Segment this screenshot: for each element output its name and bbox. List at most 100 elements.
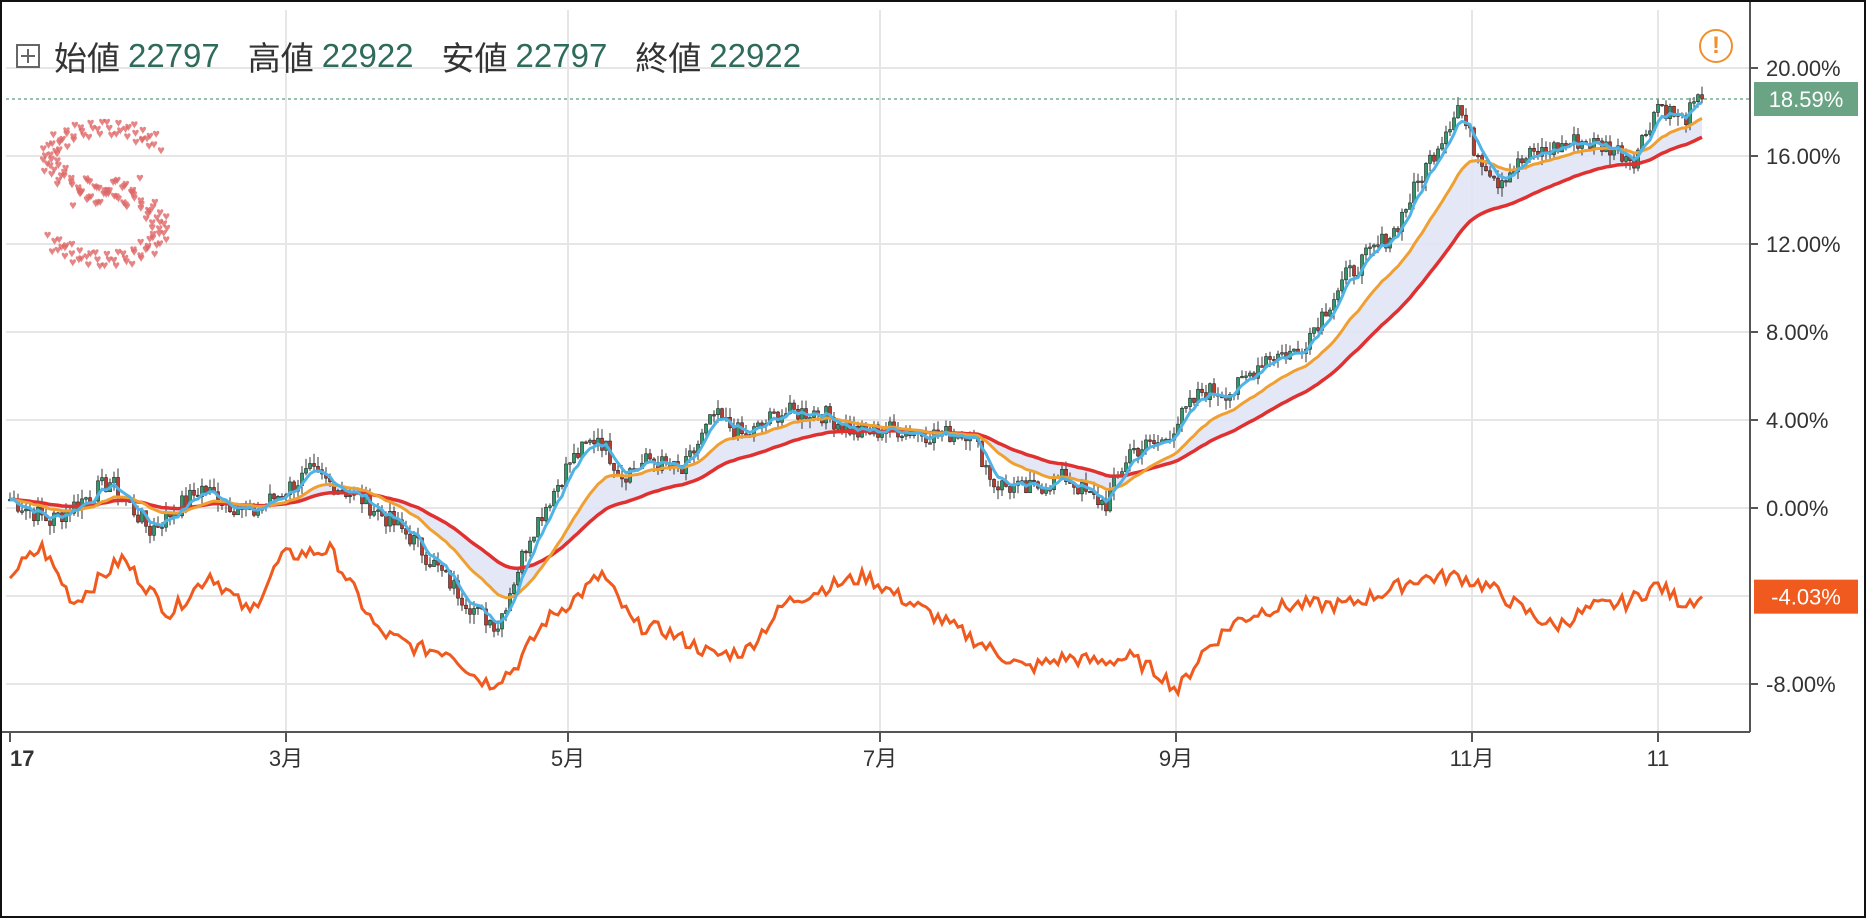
candle-body xyxy=(20,510,24,513)
candle-body xyxy=(1064,469,1068,482)
candle-body xyxy=(476,606,480,609)
candle-body xyxy=(1544,147,1548,152)
x-tick-label: 7月 xyxy=(863,746,897,771)
candle-body xyxy=(412,535,416,545)
candle-body xyxy=(52,512,56,526)
candle-body xyxy=(1328,309,1332,317)
heart-dot: ♥ xyxy=(100,186,108,201)
candle-body xyxy=(544,506,548,522)
heart-dot: ♥ xyxy=(130,187,138,202)
heart-dot: ♥ xyxy=(112,257,120,272)
candle-body xyxy=(1280,352,1284,355)
heart-dot: ♥ xyxy=(85,189,93,204)
y-tick-label: 8.00% xyxy=(1766,320,1828,345)
candle-body xyxy=(1268,356,1272,360)
candle-body xyxy=(1700,94,1704,100)
candle-body xyxy=(104,477,108,493)
ma-slow-line xyxy=(9,135,1703,571)
candle-body xyxy=(984,465,988,468)
ma-band-area xyxy=(10,118,1702,598)
heart-dot: ♥ xyxy=(75,182,83,197)
heart-dot: ♥ xyxy=(151,246,159,261)
candle-body xyxy=(1660,104,1664,107)
candle-body xyxy=(1532,147,1536,152)
candle-body xyxy=(1408,202,1412,210)
heart-dot: ♥ xyxy=(92,195,100,210)
candle-body xyxy=(756,422,760,427)
heart-dot: ♥ xyxy=(67,170,75,185)
heart-dot: ♥ xyxy=(110,188,118,203)
heart-dot: ♥ xyxy=(132,125,140,140)
candle-body xyxy=(576,452,580,458)
heart-dot: ♥ xyxy=(55,157,63,172)
candle-body xyxy=(1404,209,1408,213)
heart-dot: ♥ xyxy=(84,172,92,187)
heart-dot: ♥ xyxy=(51,233,59,248)
candle-body xyxy=(1684,115,1688,125)
candle-body xyxy=(980,441,984,468)
heart-dot: ♥ xyxy=(144,202,152,217)
y-tick-label: 20.00% xyxy=(1766,56,1841,81)
candle-body xyxy=(1648,130,1652,135)
candle-body xyxy=(316,466,320,471)
heart-dot: ♥ xyxy=(63,125,71,140)
candle-body xyxy=(536,517,540,538)
heart-dot: ♥ xyxy=(129,184,137,199)
candle-body xyxy=(1028,479,1032,494)
candle-body xyxy=(1248,372,1252,377)
heart-dot: ♥ xyxy=(54,242,62,257)
high-label: 高値 xyxy=(247,40,314,77)
heart-dot: ♥ xyxy=(122,196,130,211)
candle-body xyxy=(348,494,352,498)
candle-body xyxy=(928,442,932,445)
candle-body xyxy=(440,564,444,571)
candle-body xyxy=(772,411,776,414)
heart-dot: ♥ xyxy=(60,168,68,183)
heart-dot: ♥ xyxy=(146,231,154,246)
candle-body xyxy=(1260,365,1264,368)
exclamation-circle-icon[interactable]: ! xyxy=(1699,29,1733,63)
main-price-badge-label: 18.59% xyxy=(1769,87,1844,112)
y-tick-label: 16.00% xyxy=(1766,144,1841,169)
candle-body xyxy=(1576,134,1580,149)
heart-dot: ♥ xyxy=(60,164,68,179)
low-value: 22797 xyxy=(515,37,608,74)
candle-body xyxy=(1188,397,1192,407)
y-tick-label: 0.00% xyxy=(1766,496,1828,521)
heart-dot: ♥ xyxy=(143,130,151,145)
heart-dot: ♥ xyxy=(144,206,152,221)
indicator-lines xyxy=(6,98,1750,698)
candle-body xyxy=(1088,490,1092,494)
expand-plus-icon[interactable] xyxy=(16,44,40,68)
high-value: 22922 xyxy=(321,37,414,74)
heart-dot: ♥ xyxy=(157,142,165,157)
heart-dot: ♥ xyxy=(119,179,127,194)
candle-body xyxy=(1192,397,1196,403)
heart-dot: ♥ xyxy=(101,182,109,197)
heart-dot: ♥ xyxy=(96,126,104,141)
heart-dot: ♥ xyxy=(142,242,150,257)
candle-body xyxy=(1520,158,1524,164)
heart-dot: ♥ xyxy=(71,117,79,132)
candle-body xyxy=(1692,101,1696,104)
candle-body xyxy=(556,484,560,492)
heart-dot: ♥ xyxy=(55,232,63,247)
low-label: 安値 xyxy=(441,40,508,77)
candle-body xyxy=(1492,175,1496,179)
candle-body xyxy=(100,477,104,482)
candle-body xyxy=(1344,267,1348,281)
candle-body xyxy=(560,484,564,488)
heart-dot: ♥ xyxy=(44,227,52,242)
candle-body xyxy=(712,414,716,417)
heart-dot: ♥ xyxy=(78,123,86,138)
candle-body xyxy=(1596,138,1600,142)
candle-body xyxy=(708,414,712,425)
heart-dot: ♥ xyxy=(137,250,145,265)
candle-body xyxy=(760,422,764,426)
heart-dot: ♥ xyxy=(128,256,136,271)
heart-s-watermark: ♥ ♥ ♥♥ ♥♥♥♥ ♥♥ ♥ ♥♥ ♥♥♥♥ ♥♥ ♥ ♥♥ ♥♥♥♥ ♥♥ ♥ ♥♥ ♥♥♥♥ ♥♥ ♥ ♥♥… xyxy=(39,114,171,273)
heart-dot: ♥ xyxy=(149,226,157,241)
heart-dot: ♥ xyxy=(114,244,122,259)
heart-dot: ♥ xyxy=(53,153,61,168)
